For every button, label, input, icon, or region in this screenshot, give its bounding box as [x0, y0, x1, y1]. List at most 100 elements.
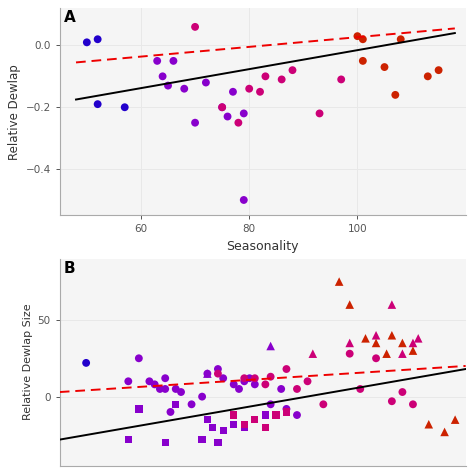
Point: [202, 79, 210, 86]
Point: [256, 88, 264, 96]
Point: [251, 416, 259, 423]
Point: [229, 88, 237, 96]
Point: [359, 57, 366, 64]
Point: [246, 374, 253, 382]
Point: [83, 38, 91, 46]
Point: [283, 408, 290, 416]
Point: [240, 196, 247, 204]
Point: [388, 397, 396, 405]
Point: [372, 339, 380, 347]
Point: [240, 374, 248, 382]
Point: [214, 439, 222, 447]
Point: [383, 350, 391, 357]
Point: [135, 355, 143, 362]
Point: [424, 73, 431, 80]
Point: [277, 385, 285, 393]
Point: [362, 335, 369, 342]
Point: [177, 388, 185, 396]
Point: [181, 85, 188, 92]
Point: [198, 436, 206, 443]
Point: [94, 36, 101, 43]
Point: [283, 405, 290, 413]
Point: [162, 385, 169, 393]
Point: [316, 109, 323, 117]
Point: [451, 416, 459, 423]
Y-axis label: Relative Dewlap Size: Relative Dewlap Size: [23, 304, 34, 420]
Point: [154, 57, 161, 64]
Point: [388, 301, 396, 309]
Point: [304, 377, 311, 385]
Point: [191, 119, 199, 127]
Point: [219, 427, 227, 434]
Point: [209, 424, 217, 431]
Point: [170, 57, 177, 64]
Point: [262, 73, 269, 80]
Point: [354, 32, 361, 40]
Point: [235, 119, 242, 127]
Point: [336, 278, 343, 285]
Point: [240, 377, 248, 385]
Text: A: A: [64, 10, 75, 26]
Point: [359, 36, 366, 43]
Point: [409, 347, 417, 355]
Point: [409, 401, 417, 408]
Point: [251, 381, 259, 388]
Point: [356, 385, 364, 393]
Point: [272, 411, 280, 419]
Point: [230, 411, 237, 419]
Point: [278, 76, 285, 83]
Point: [164, 82, 172, 90]
Point: [214, 370, 222, 377]
Point: [346, 350, 354, 357]
Point: [262, 381, 269, 388]
Point: [188, 401, 195, 408]
Point: [319, 401, 327, 408]
Point: [135, 405, 143, 413]
Point: [346, 339, 354, 347]
Point: [198, 393, 206, 401]
Point: [167, 408, 174, 416]
Point: [388, 331, 396, 339]
Point: [191, 23, 199, 31]
Point: [219, 103, 226, 111]
Point: [267, 342, 274, 350]
Point: [146, 377, 153, 385]
Point: [125, 377, 132, 385]
Point: [203, 416, 211, 423]
Point: [372, 355, 380, 362]
Point: [372, 331, 380, 339]
Point: [94, 100, 101, 108]
Y-axis label: Relative Dewlap: Relative Dewlap: [9, 64, 21, 160]
Point: [121, 103, 128, 111]
Point: [293, 411, 301, 419]
Point: [399, 350, 406, 357]
Point: [337, 76, 345, 83]
Point: [289, 66, 296, 74]
Point: [224, 113, 231, 120]
Point: [240, 109, 247, 117]
Point: [151, 381, 158, 388]
Point: [219, 374, 227, 382]
Point: [172, 401, 180, 408]
Point: [246, 85, 253, 92]
Point: [392, 91, 399, 99]
Point: [159, 73, 166, 80]
Point: [414, 335, 422, 342]
Point: [251, 374, 259, 382]
Point: [214, 365, 222, 373]
Point: [203, 370, 211, 377]
Text: B: B: [64, 261, 75, 276]
Point: [251, 416, 259, 423]
Point: [397, 36, 404, 43]
Point: [346, 301, 354, 309]
Point: [267, 373, 274, 381]
Point: [262, 424, 269, 431]
Point: [240, 420, 248, 428]
Point: [162, 374, 169, 382]
Point: [82, 359, 90, 367]
Point: [162, 439, 169, 447]
Point: [262, 411, 269, 419]
Point: [309, 350, 317, 357]
Point: [125, 436, 132, 443]
Point: [267, 401, 274, 408]
